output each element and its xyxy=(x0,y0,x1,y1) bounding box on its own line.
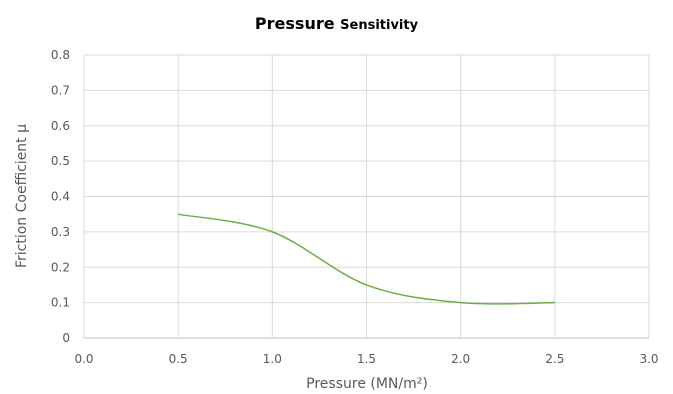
y-tick-labels: 0 0.1 0.2 0.3 0.4 0.5 0.6 0.7 0.8 xyxy=(51,48,70,345)
y-tick-label: 0.6 xyxy=(51,119,70,133)
x-tick-label: 1.5 xyxy=(357,352,376,366)
x-tick-label: 0.5 xyxy=(169,352,188,366)
series-group xyxy=(178,213,555,305)
x-tick-label: 2.5 xyxy=(545,352,564,366)
chart-title: Pressure Sensitivity xyxy=(0,14,673,33)
x-tick-label: 0.0 xyxy=(74,352,93,366)
x-tick-label: 1.0 xyxy=(263,352,282,366)
gridlines xyxy=(83,54,650,339)
y-tick-label: 0.3 xyxy=(51,225,70,239)
y-axis-label: Friction Coefficient μ xyxy=(14,124,30,268)
y-tick-label: 0.8 xyxy=(51,48,70,62)
x-axis-label: Pressure (MN/m²) xyxy=(306,376,428,392)
y-tick-label: 0.4 xyxy=(51,190,70,204)
x-tick-label: 2.0 xyxy=(451,352,470,366)
y-tick-label: 0.5 xyxy=(51,154,70,168)
y-tick-label: 0 xyxy=(62,331,70,345)
y-tick-label: 0.2 xyxy=(51,260,70,274)
y-tick-label: 0.7 xyxy=(51,83,70,97)
x-tick-labels: 0.0 0.5 1.0 1.5 2.0 2.5 3.0 xyxy=(74,352,658,366)
chart-title-main: Pressure xyxy=(254,14,335,33)
chart-title-sub: Sensitivity xyxy=(340,18,419,33)
y-tick-label: 0.1 xyxy=(51,296,70,310)
x-tick-label: 3.0 xyxy=(639,352,658,366)
series-line xyxy=(178,213,555,305)
